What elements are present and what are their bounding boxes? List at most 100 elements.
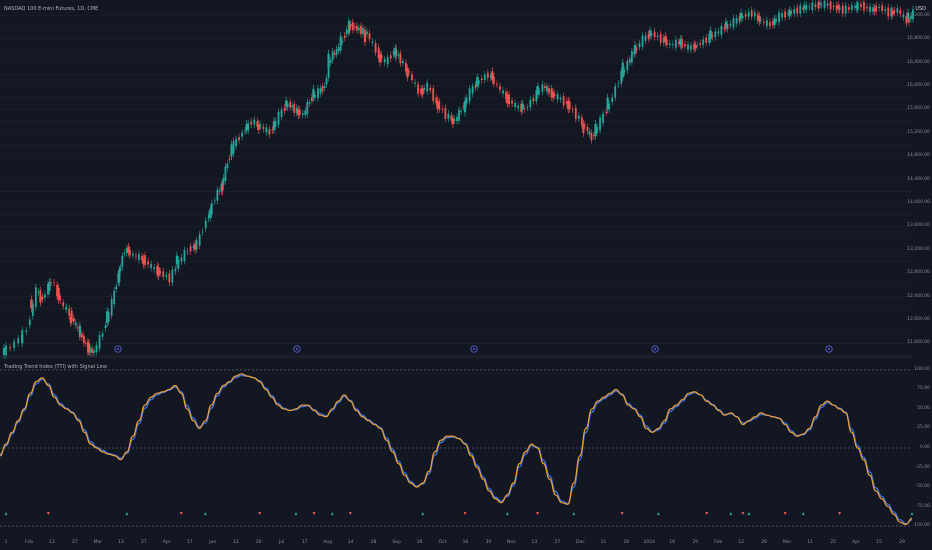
event-marker-icon[interactable]	[651, 345, 659, 353]
candle-body	[471, 86, 474, 94]
event-marker-icon[interactable]	[470, 345, 478, 353]
candle-body	[456, 117, 458, 122]
candle-body	[694, 45, 697, 49]
candle-body	[91, 348, 93, 353]
time-tick-label: 15	[876, 539, 882, 545]
time-tick-label: Jul	[278, 539, 284, 545]
candle-body	[532, 98, 535, 102]
sell-arrow-icon	[312, 512, 316, 515]
candle-body	[195, 240, 198, 250]
indicator-title[interactable]: Trading Trend Index (TTI) with Signal Li…	[4, 364, 108, 370]
candle-body	[327, 53, 330, 69]
candle-body	[423, 87, 426, 90]
candle-body	[891, 11, 894, 15]
sell-arrow-icon	[741, 512, 745, 515]
candle-body	[321, 86, 324, 92]
candle-body	[175, 255, 178, 265]
oscillator-line	[0, 373, 913, 526]
candle-body	[756, 14, 759, 21]
price-tick-label: 16,400.00	[907, 59, 930, 65]
time-tick-label: 26	[623, 539, 629, 545]
candle-body	[647, 33, 650, 39]
time-tick-label: Apr	[163, 539, 171, 545]
candle-body	[13, 341, 16, 348]
candle-body	[480, 78, 483, 80]
time-tick-label: 30	[486, 539, 492, 545]
candle-body	[905, 16, 908, 24]
time-tick-label: Mar	[94, 539, 103, 545]
candle-body	[323, 86, 326, 88]
time-tick-label: 26	[761, 539, 767, 545]
candle-body	[57, 287, 60, 300]
candle-body	[772, 21, 774, 26]
candle-body	[374, 43, 377, 53]
candle-body	[115, 286, 118, 290]
candle-body	[506, 94, 509, 104]
candle-body	[417, 84, 419, 94]
time-axis[interactable]: 1 Feb 13 27 Mar 13 27 Apr 17 Jun 13 26 Jul 17 Aug 14 28 S…	[5, 539, 905, 545]
signal-arrows	[4, 512, 914, 515]
time-tick-label: 16	[669, 539, 675, 545]
candle-body	[796, 7, 799, 14]
candle-body	[421, 88, 424, 95]
candle-body	[174, 269, 177, 272]
candle-body	[741, 15, 744, 18]
candle-body	[538, 91, 541, 93]
candle-body	[873, 8, 876, 12]
price-tick-label: 14,800.00	[907, 153, 930, 159]
candle-body	[85, 343, 87, 344]
oscillator-tick-label: -100.00	[912, 523, 930, 529]
symbol-title[interactable]: NASDAQ 100 E-mini Futures, 1D, CME	[4, 6, 99, 12]
candle-body	[257, 124, 260, 130]
candle-body	[339, 36, 342, 46]
buy-arrow-icon	[505, 512, 509, 515]
candle-body	[168, 273, 171, 283]
candle-body	[863, 1, 865, 11]
candle-body	[25, 330, 28, 332]
event-marker-icon[interactable]	[114, 345, 122, 353]
price-axis[interactable]: 17,200.00 16,800.00 16,400.00 16,000.00 15,6…	[907, 0, 932, 550]
candle-body	[451, 118, 455, 125]
candle-body	[496, 83, 498, 85]
candle-body	[142, 258, 145, 265]
candle-body	[329, 60, 332, 64]
event-marker-icon[interactable]	[293, 345, 301, 353]
candle-body	[213, 200, 216, 202]
buy-arrow-icon	[801, 512, 805, 515]
sell-arrow-icon	[179, 512, 183, 515]
candle-body	[659, 33, 662, 43]
candle-body	[31, 303, 34, 317]
event-marker-icon[interactable]	[825, 345, 833, 353]
candle-body	[596, 126, 598, 133]
candle-body	[562, 96, 565, 106]
candle-body	[568, 101, 571, 110]
candle-body	[317, 88, 319, 99]
candle-body	[759, 19, 762, 21]
candle-body	[250, 121, 253, 125]
candle-body	[855, 5, 858, 9]
time-tick-label: 16	[463, 539, 469, 545]
candle-body	[526, 107, 529, 109]
candle-body	[465, 97, 468, 104]
candle-body	[310, 97, 313, 102]
candle-body	[230, 144, 233, 157]
candle-body	[444, 107, 447, 119]
candle-body	[69, 316, 72, 323]
candle-body	[656, 35, 659, 38]
candle-body	[235, 138, 237, 147]
candle-body	[690, 45, 692, 50]
candle-body	[529, 99, 532, 108]
candle-body	[729, 23, 732, 26]
candle-body	[709, 30, 712, 40]
candle-body	[224, 166, 227, 182]
candle-body	[674, 39, 677, 48]
candle-body	[144, 255, 146, 265]
sell-arrow-icon	[783, 512, 787, 515]
candle-body	[411, 74, 413, 81]
candle-body	[306, 102, 309, 114]
candle-body	[123, 253, 126, 255]
oscillator-pane[interactable]	[0, 369, 913, 527]
price-pane[interactable]	[2, 0, 914, 360]
time-tick-label: 29	[899, 539, 905, 545]
